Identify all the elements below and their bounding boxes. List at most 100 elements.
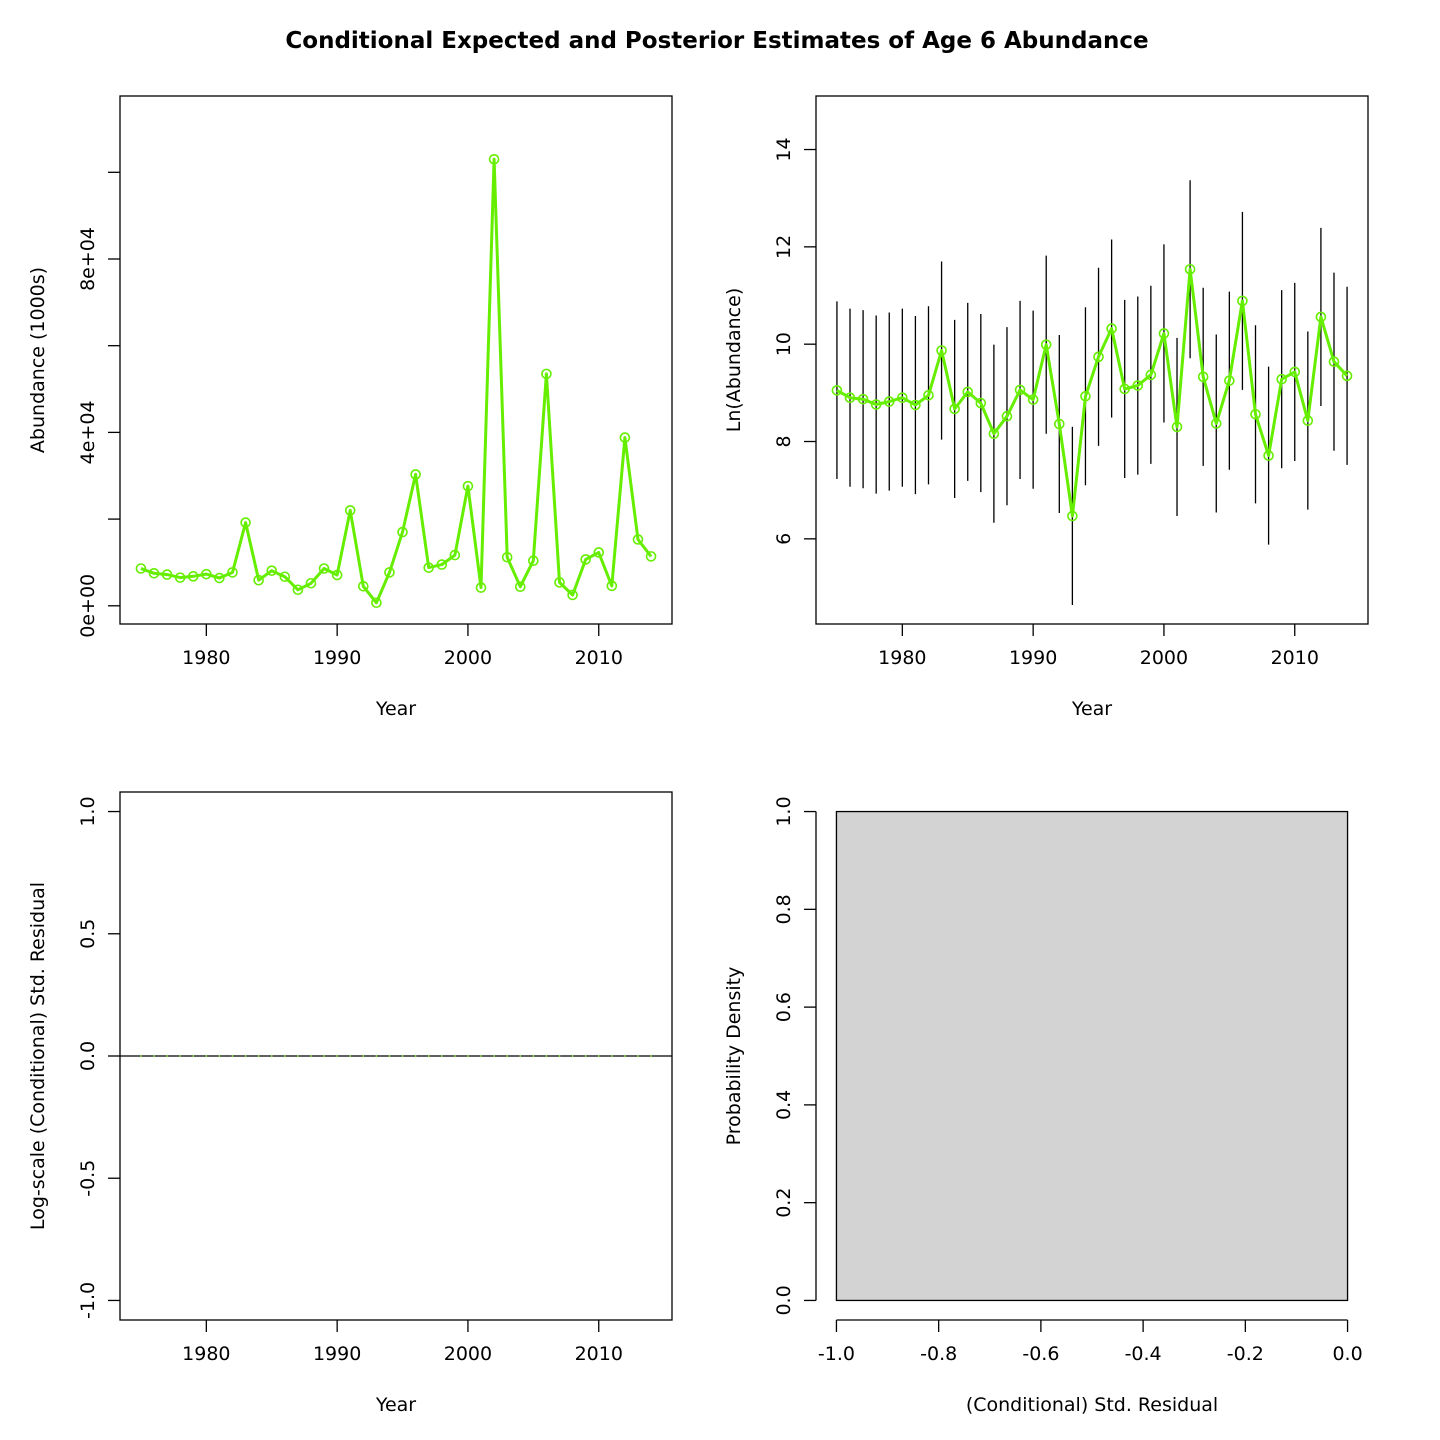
ln-abundance-point bbox=[883, 396, 895, 407]
abundance-x-tick-label: 2010 bbox=[575, 647, 623, 669]
ln-abundance-x-tick-label: 2000 bbox=[1140, 647, 1188, 669]
abundance-point bbox=[397, 526, 408, 538]
abundance-point bbox=[161, 569, 173, 580]
abundance-point bbox=[174, 572, 186, 583]
abundance-point bbox=[632, 534, 644, 545]
ln-abundance-point bbox=[1289, 366, 1301, 378]
ln-abundance-point bbox=[1237, 295, 1248, 307]
residual-point bbox=[571, 1055, 574, 1057]
residual-y-axis-title: Log-scale (Conditional) Std. Residual bbox=[27, 882, 49, 1230]
abundance-point bbox=[423, 562, 435, 573]
abundance-y-tick-label: 4e+04 bbox=[77, 400, 99, 464]
ln-abundance-point bbox=[1263, 450, 1274, 461]
residual-point bbox=[153, 1055, 155, 1057]
abundance-x-axis-title: Year bbox=[375, 698, 416, 720]
abundance-point bbox=[214, 572, 225, 584]
residual-axes: 1980 1990 2000 2010 -1.0 -0.5 0.0 0.5 1.0 bbox=[77, 791, 673, 1365]
ln-abundance-x-tick-label: 1990 bbox=[1009, 647, 1057, 669]
histogram-x-tick-label: -0.6 bbox=[1022, 1343, 1059, 1365]
ln-abundance-point bbox=[1106, 323, 1117, 334]
abundance-point bbox=[567, 589, 578, 601]
panel-ln-abundance: 1980 1990 2000 2010 6 8 10 12 14 Year Ln(Abundan… bbox=[723, 95, 1369, 720]
histogram-x-tick-label: -0.8 bbox=[920, 1343, 957, 1365]
residual-y-tick-label: -1.0 bbox=[77, 1282, 99, 1319]
residual-point bbox=[519, 1055, 522, 1057]
abundance-point bbox=[645, 551, 657, 562]
residual-point bbox=[532, 1055, 535, 1057]
abundance-point bbox=[318, 563, 330, 574]
residual-point bbox=[140, 1055, 142, 1057]
residual-point bbox=[388, 1055, 391, 1057]
histogram-y-tick-label: 0.4 bbox=[773, 1090, 795, 1120]
ln-abundance-point bbox=[1145, 369, 1157, 381]
ln-abundance-point bbox=[1001, 410, 1013, 422]
figure-title: Conditional Expected and Posterior Estim… bbox=[285, 28, 1148, 54]
ln-abundance-point bbox=[1315, 311, 1327, 323]
abundance-point bbox=[554, 577, 565, 588]
residual-point bbox=[166, 1055, 168, 1057]
ln-abundance-point bbox=[923, 389, 934, 401]
residual-point bbox=[310, 1055, 312, 1057]
abundance-point bbox=[541, 368, 552, 380]
abundance-point bbox=[488, 153, 500, 165]
ln-abundance-y-axis-title: Ln(Abundance) bbox=[723, 288, 745, 432]
abundance-series-line bbox=[140, 157, 653, 605]
abundance-point bbox=[528, 555, 539, 567]
abundance-point bbox=[449, 549, 461, 561]
ln-abundance-y-tick-label: 10 bbox=[773, 332, 795, 356]
residual-point bbox=[480, 1055, 482, 1057]
abundance-point bbox=[266, 565, 278, 576]
abundance-point bbox=[240, 517, 251, 528]
ln-abundance-point bbox=[975, 397, 987, 409]
ln-abundance-plot-box bbox=[815, 95, 1369, 625]
residual-y-tick-label: 0.0 bbox=[77, 1041, 99, 1071]
histogram-x-axis-title: (Conditional) Std. Residual bbox=[966, 1394, 1218, 1416]
abundance-point bbox=[501, 551, 513, 563]
ln-abundance-x-axis-title: Year bbox=[1071, 698, 1112, 720]
ln-abundance-axes: 1980 1990 2000 2010 6 8 10 12 14 bbox=[773, 95, 1369, 669]
abundance-point bbox=[227, 567, 238, 578]
residual-x-axis-title: Year bbox=[375, 1394, 416, 1416]
residual-point bbox=[362, 1055, 365, 1057]
histogram-marks bbox=[835, 810, 1349, 1302]
ln-abundance-point bbox=[1328, 356, 1340, 368]
abundance-point bbox=[357, 580, 369, 592]
ln-abundance-point bbox=[1053, 418, 1065, 430]
ln-abundance-point bbox=[1250, 408, 1261, 420]
ln-abundance-point bbox=[831, 385, 843, 396]
abundance-point bbox=[371, 597, 382, 609]
panel-histogram: -1.0 -0.8 -0.6 -0.4 -0.2 0.0 0.0 0.2 0.4 0.6 0.8 1.… bbox=[723, 796, 1363, 1416]
residual-point bbox=[558, 1055, 561, 1057]
ln-abundance-point bbox=[1080, 390, 1091, 402]
abundance-point bbox=[135, 563, 147, 574]
histogram-y-tick-label: 0.8 bbox=[773, 894, 795, 924]
ln-abundance-y-tick-label: 6 bbox=[773, 533, 795, 545]
abundance-point bbox=[305, 577, 317, 589]
histogram-x-tick-label: -0.2 bbox=[1227, 1343, 1264, 1365]
abundance-point bbox=[148, 567, 160, 579]
residual-point bbox=[336, 1055, 338, 1057]
abundance-point bbox=[187, 571, 199, 582]
ln-abundance-point bbox=[1067, 510, 1078, 522]
residual-point bbox=[323, 1055, 325, 1057]
residual-point bbox=[611, 1055, 613, 1057]
ln-abundance-marks bbox=[831, 180, 1353, 606]
histogram-x-tick-label: 0.0 bbox=[1332, 1343, 1362, 1365]
ln-abundance-point bbox=[1119, 383, 1131, 395]
histogram-y-tick-label: 0.6 bbox=[773, 992, 795, 1022]
panel-abundance: 1980 1990 2000 2010 0e+00 4e+04 8e+04 Year Abu… bbox=[27, 95, 673, 720]
histogram-y-tick-label: 0.0 bbox=[773, 1285, 795, 1315]
ln-abundance-point bbox=[1224, 375, 1235, 386]
abundance-y-tick-label: 8e+04 bbox=[77, 227, 99, 291]
ln-abundance-point bbox=[962, 386, 974, 398]
ln-abundance-point bbox=[897, 392, 908, 404]
abundance-plot-box bbox=[119, 95, 673, 625]
ln-abundance-y-tick-label: 12 bbox=[773, 235, 795, 259]
residual-y-tick-label: -0.5 bbox=[77, 1160, 99, 1197]
residual-y-tick-label: 1.0 bbox=[77, 796, 99, 826]
residual-point bbox=[375, 1055, 378, 1057]
ln-abundance-point bbox=[1341, 370, 1353, 382]
residual-point bbox=[349, 1055, 352, 1057]
residual-point bbox=[192, 1055, 195, 1057]
